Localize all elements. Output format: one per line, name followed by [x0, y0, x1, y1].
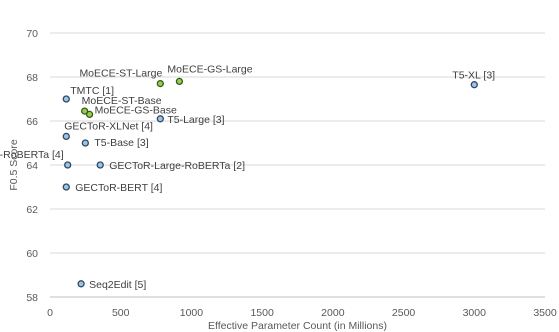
y-axis-title: F0.5 Score [8, 139, 20, 191]
y-tick-label: 66 [26, 116, 38, 128]
data-point [62, 183, 70, 191]
y-tick-label: 68 [26, 72, 38, 84]
data-point-label: MoECE-ST-Base [82, 95, 162, 107]
data-point [81, 107, 89, 115]
data-point-label: MoECE-GS-Base [95, 104, 177, 116]
x-tick-label: 500 [112, 307, 130, 319]
y-tick-label: 70 [26, 28, 38, 40]
data-point [470, 81, 478, 89]
data-point [156, 115, 164, 123]
y-tick-label: 60 [26, 248, 38, 260]
x-tick-labels: 0 500 1000 1500 2000 2500 3000 3500 [47, 307, 557, 319]
y-tick-label: 58 [26, 292, 38, 304]
data-point [96, 161, 104, 169]
data-point [77, 280, 85, 288]
data-point [156, 79, 164, 88]
data-point-label: T5-Base [3] [94, 137, 148, 149]
data-point [64, 161, 72, 169]
data-point [62, 95, 70, 103]
y-tick-label: 62 [26, 204, 38, 216]
data-point-label: T5-XL [3] [452, 70, 495, 82]
x-tick-label: 1000 [180, 307, 204, 319]
x-tick-label: 0 [47, 307, 53, 319]
data-point [62, 132, 70, 141]
x-tick-label: 3000 [463, 307, 487, 319]
x-tick-label: 3500 [533, 307, 557, 319]
data-point-labels: TMTC [1] GECToR-XLNet [4] GECToR-RoBERTa [… [0, 63, 495, 290]
data-points [62, 77, 478, 288]
x-tick-label: 1500 [250, 307, 274, 319]
gridlines [50, 32, 545, 254]
data-point-label: T5-Large [3] [167, 114, 224, 126]
data-point-label: TMTC [1] [70, 85, 114, 97]
data-point-label: GECToR-BERT [4] [75, 182, 162, 194]
data-point [85, 110, 94, 119]
data-point [175, 77, 184, 86]
x-tick-label: 2500 [392, 307, 416, 319]
data-point-label: GECToR-RoBERTa [4] [0, 149, 64, 161]
x-tick-label: 2000 [321, 307, 345, 319]
data-point-label: GECToR-XLNet [4] [64, 120, 153, 132]
data-point [81, 139, 90, 147]
x-axis-title: Effective Parameter Count (in Millions) [208, 320, 387, 332]
y-tick-label: 64 [26, 160, 38, 172]
data-point-label: MoECE-GS-Large [167, 63, 252, 75]
data-point-label: MoECE-ST-Large [79, 68, 162, 80]
y-tick-labels: 58 60 62 64 66 68 70 [26, 28, 38, 304]
data-point-label: GECToR-Large-RoBERTa [2] [109, 160, 245, 172]
data-point-label: Seq2Edit [5] [89, 279, 146, 291]
